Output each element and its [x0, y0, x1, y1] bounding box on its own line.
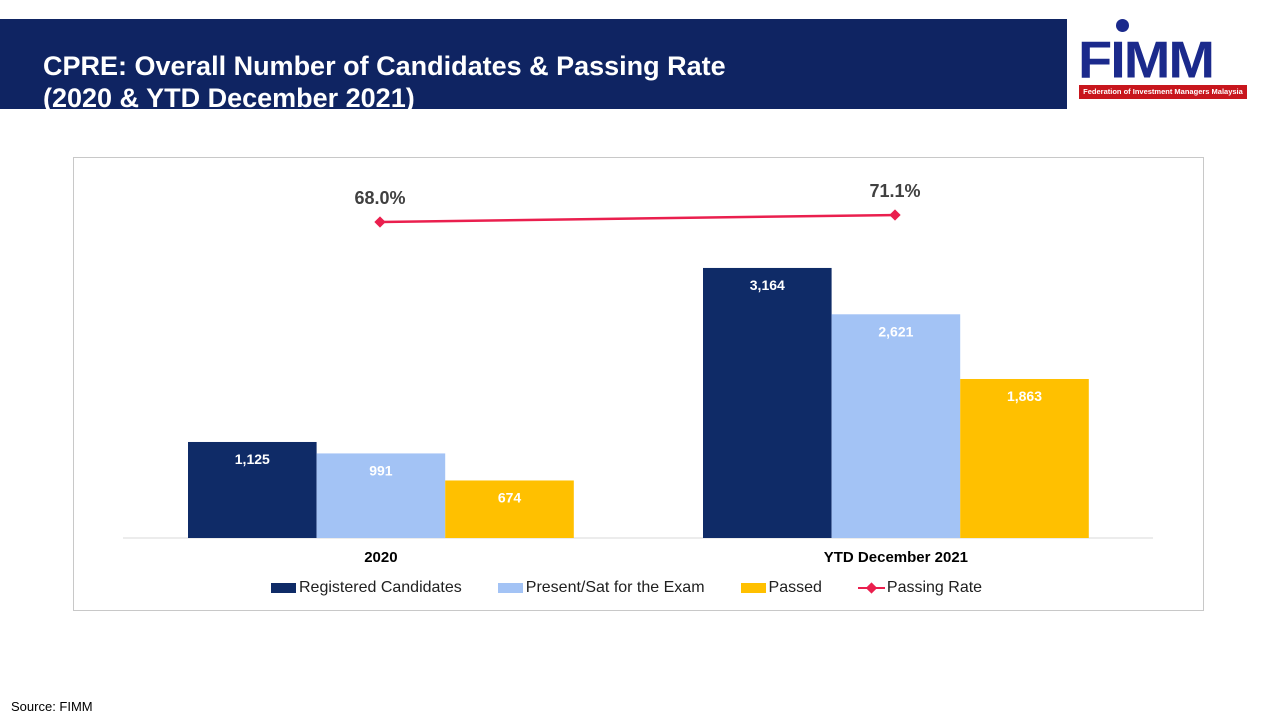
page-title-line-2: (2020 & YTD December 2021): [43, 83, 415, 113]
legend-label-passing-rate: Passing Rate: [886, 579, 983, 596]
logo-wordmark: FIMM: [1078, 30, 1215, 89]
bar-1-1: [188, 441, 317, 538]
legend-item-passing-rate: Passing Rate: [857, 579, 983, 597]
category-label-1: 2020: [364, 549, 397, 566]
source-note: Source: FIMM: [11, 699, 93, 714]
title-banner: CPRE: Overall Number of Candidates & Pas…: [0, 19, 1067, 113]
data-label-1-1: 1,125: [235, 451, 270, 467]
legend-swatch-present: [497, 583, 523, 593]
fimm-logo: FIMM Federation of Investment Managers M…: [1076, 16, 1252, 106]
logo-tagline: Federation of Investment Managers Malays…: [1079, 85, 1247, 99]
legend-swatch-passed: [740, 583, 766, 593]
legend-swatch-registered: [271, 583, 296, 593]
passing-rate-label-2: 71.1%: [869, 181, 920, 201]
bar-2-2: [831, 314, 961, 538]
bar-2-1: [316, 453, 446, 538]
passing-rate-marker-2: [889, 209, 901, 221]
category-label-2: YTD December 2021: [824, 549, 968, 566]
legend-item-present: Present/Sat for the Exam: [497, 579, 705, 597]
data-label-2-2: 2,621: [878, 323, 913, 339]
chart-legend: Registered Candidates Present/Sat for th…: [271, 578, 982, 598]
legend-label-passed: Passed: [768, 579, 822, 596]
bar-1-2: [703, 267, 832, 538]
data-label-3-1: 674: [498, 489, 522, 505]
bar-3-2: [960, 378, 1089, 538]
legend-label-present: Present/Sat for the Exam: [525, 579, 705, 596]
data-label-2-1: 991: [369, 462, 393, 478]
page-title-line-1: CPRE: Overall Number of Candidates & Pas…: [43, 51, 726, 81]
legend-item-passed: Passed: [740, 579, 822, 597]
legend-swatch-passing-rate: [857, 582, 885, 594]
data-label-1-2: 3,164: [750, 277, 785, 293]
legend-label-registered: Registered Candidates: [299, 579, 462, 596]
bar-3-1: [445, 480, 574, 538]
data-label-3-2: 1,863: [1007, 388, 1042, 404]
passing-rate-line: [379, 213, 896, 224]
legend-item-registered: Registered Candidates: [271, 579, 462, 597]
passing-rate-label-1: 68.0%: [354, 188, 405, 208]
passing-rate-marker-1: [374, 216, 386, 228]
logo-dot: [1116, 19, 1129, 32]
